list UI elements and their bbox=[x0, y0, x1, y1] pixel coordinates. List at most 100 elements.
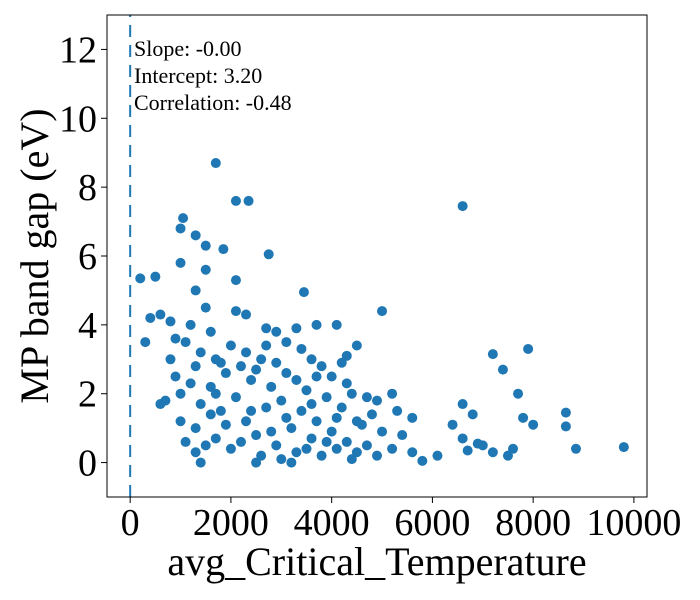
scatter-point bbox=[387, 388, 398, 399]
scatter-point bbox=[230, 306, 241, 317]
scatter-point bbox=[336, 357, 347, 368]
scatter-point bbox=[218, 244, 229, 255]
scatter-point bbox=[286, 423, 297, 434]
scatter-point bbox=[372, 450, 382, 461]
y-axis-label: MP band gap (eV) bbox=[12, 108, 57, 403]
scatter-point bbox=[200, 240, 211, 251]
scatter-point bbox=[251, 457, 262, 468]
scatter-point bbox=[560, 407, 571, 418]
scatter-point bbox=[175, 388, 186, 399]
scatter-point bbox=[210, 388, 221, 399]
scatter-point bbox=[316, 361, 327, 372]
scatter-point bbox=[241, 347, 252, 358]
x-tick-label: 10000 bbox=[586, 502, 681, 544]
scatter-point bbox=[185, 319, 196, 330]
scatter-point bbox=[281, 368, 292, 379]
scatter-point bbox=[361, 392, 372, 403]
scatter-point bbox=[155, 309, 166, 320]
scatter-point bbox=[372, 395, 382, 406]
x-tick-label: 6000 bbox=[394, 502, 470, 544]
scatter-point bbox=[341, 436, 352, 447]
scatter-point bbox=[165, 354, 176, 365]
y-tick-label: 12 bbox=[59, 29, 97, 71]
scatter-point bbox=[175, 257, 186, 268]
scatter-point bbox=[195, 347, 206, 358]
scatter-point bbox=[256, 450, 267, 461]
scatter-point bbox=[397, 430, 408, 441]
scatter-point bbox=[301, 385, 312, 396]
scatter-point bbox=[281, 412, 292, 423]
scatter-point bbox=[271, 440, 282, 451]
scatter-point bbox=[175, 416, 186, 427]
scatter-point bbox=[235, 361, 246, 372]
scatter-point bbox=[276, 454, 287, 465]
scatter-point bbox=[296, 343, 307, 354]
scatter-point bbox=[560, 421, 571, 432]
scatter-point bbox=[261, 323, 272, 334]
x-tick-label: 4000 bbox=[294, 502, 370, 544]
scatter-point bbox=[235, 436, 246, 447]
scatter-point bbox=[140, 337, 151, 348]
scatter-point bbox=[306, 399, 317, 410]
scatter-point bbox=[195, 457, 206, 468]
scatter-point bbox=[215, 357, 226, 368]
y-tick-label: 8 bbox=[78, 167, 97, 209]
scatter-point bbox=[296, 405, 307, 416]
scatter-point bbox=[200, 264, 211, 275]
scatter-point bbox=[230, 195, 241, 206]
scatter-point bbox=[145, 312, 156, 323]
scatter-point bbox=[346, 388, 357, 399]
scatter-point bbox=[170, 333, 181, 344]
scatter-point bbox=[497, 364, 508, 375]
scatter-point bbox=[291, 447, 302, 458]
scatter-point bbox=[523, 343, 534, 354]
scatter-point bbox=[316, 450, 327, 461]
scatter-point bbox=[175, 223, 186, 234]
scatter-point bbox=[306, 354, 317, 365]
scatter-point bbox=[241, 309, 252, 320]
annotation: Intercept: 3.20 bbox=[134, 63, 262, 88]
scatter-point bbox=[291, 323, 302, 334]
scatter-point bbox=[331, 443, 342, 454]
scatter-point bbox=[190, 285, 201, 296]
scatter-point bbox=[271, 357, 282, 368]
scatter-point bbox=[346, 454, 357, 465]
scatter-point bbox=[502, 450, 513, 461]
scatter-point bbox=[457, 399, 468, 410]
scatter-point bbox=[618, 442, 629, 453]
scatter-point bbox=[291, 374, 302, 385]
scatter-point bbox=[271, 326, 282, 337]
scatter-point bbox=[447, 419, 458, 430]
scatter-point bbox=[432, 450, 443, 461]
scatter-point bbox=[361, 440, 372, 451]
y-tick-label: 0 bbox=[78, 443, 97, 485]
scatter-point bbox=[135, 273, 146, 284]
scatter-point bbox=[377, 306, 388, 317]
x-tick-label: 0 bbox=[121, 502, 140, 544]
scatter-point bbox=[513, 388, 524, 399]
scatter-point bbox=[281, 337, 292, 348]
scatter-point bbox=[165, 316, 176, 327]
scatter-point bbox=[311, 319, 322, 330]
scatter-point bbox=[261, 402, 272, 413]
scatter-point bbox=[457, 433, 468, 444]
scatter-point bbox=[241, 416, 252, 427]
annotation: Slope: -0.00 bbox=[134, 36, 242, 61]
scatter-point bbox=[195, 399, 206, 410]
x-axis-label: avg_Critical_Temperature bbox=[167, 539, 586, 584]
scatter-point bbox=[341, 378, 352, 389]
scatter-point bbox=[487, 349, 498, 360]
scatter-point bbox=[472, 438, 483, 449]
scatter-point bbox=[570, 443, 581, 454]
scatter-point bbox=[301, 443, 312, 454]
scatter-point bbox=[230, 392, 241, 403]
scatter-point bbox=[230, 275, 241, 286]
scatter-point bbox=[190, 447, 201, 458]
scatter-point bbox=[210, 433, 221, 444]
scatter-point bbox=[417, 455, 428, 466]
x-tick-label: 8000 bbox=[495, 502, 571, 544]
x-tick-label: 2000 bbox=[193, 502, 269, 544]
scatter-point bbox=[326, 371, 337, 382]
